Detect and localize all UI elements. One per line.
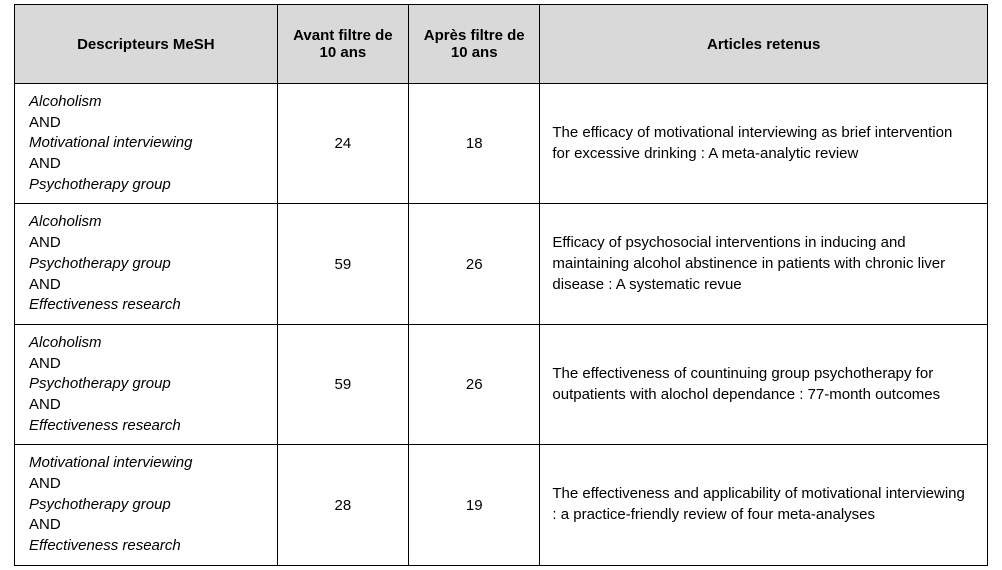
- desc-op: AND: [29, 276, 61, 293]
- header-before-filter: Avant filtre de 10 ans: [277, 5, 408, 84]
- before-cell: 59: [277, 204, 408, 324]
- desc-term: Psychotherapy group: [29, 255, 171, 272]
- article-cell: The effectiveness and applicability of m…: [540, 445, 988, 565]
- header-after-filter: Après filtre de 10 ans: [409, 5, 540, 84]
- desc-op: AND: [29, 355, 61, 372]
- before-cell: 24: [277, 84, 408, 204]
- desc-op: AND: [29, 155, 61, 172]
- desc-term: Psychotherapy group: [29, 496, 171, 513]
- after-cell: 26: [409, 324, 540, 444]
- desc-cell: Motivational interviewing AND Psychother…: [15, 445, 278, 565]
- desc-term: Effectiveness research: [29, 537, 181, 554]
- mesh-table: Descripteurs MeSH Avant filtre de 10 ans…: [14, 4, 988, 566]
- header-descriptors: Descripteurs MeSH: [15, 5, 278, 84]
- desc-cell: Alcoholism AND Psychotherapy group AND E…: [15, 204, 278, 324]
- desc-term: Effectiveness research: [29, 296, 181, 313]
- article-cell: The effectiveness of countinuing group p…: [540, 324, 988, 444]
- desc-term: Psychotherapy group: [29, 375, 171, 392]
- article-cell: The efficacy of motivational interviewin…: [540, 84, 988, 204]
- desc-term: Alcoholism: [29, 93, 102, 110]
- desc-term: Alcoholism: [29, 334, 102, 351]
- header-articles: Articles retenus: [540, 5, 988, 84]
- desc-op: AND: [29, 475, 61, 492]
- desc-term: Effectiveness research: [29, 417, 181, 434]
- desc-op: AND: [29, 516, 61, 533]
- desc-term: Psychotherapy group: [29, 176, 171, 193]
- desc-op: AND: [29, 396, 61, 413]
- desc-op: AND: [29, 114, 61, 131]
- after-cell: 18: [409, 84, 540, 204]
- table-row: Alcoholism AND Psychotherapy group AND E…: [15, 204, 988, 324]
- after-cell: 26: [409, 204, 540, 324]
- before-cell: 59: [277, 324, 408, 444]
- table-row: Alcoholism AND Motivational interviewing…: [15, 84, 988, 204]
- table-row: Motivational interviewing AND Psychother…: [15, 445, 988, 565]
- table-row: Alcoholism AND Psychotherapy group AND E…: [15, 324, 988, 444]
- article-cell: Efficacy of psychosocial interventions i…: [540, 204, 988, 324]
- desc-term: Alcoholism: [29, 213, 102, 230]
- after-cell: 19: [409, 445, 540, 565]
- before-cell: 28: [277, 445, 408, 565]
- desc-cell: Alcoholism AND Psychotherapy group AND E…: [15, 324, 278, 444]
- desc-cell: Alcoholism AND Motivational interviewing…: [15, 84, 278, 204]
- desc-op: AND: [29, 234, 61, 251]
- desc-term: Motivational interviewing: [29, 134, 192, 151]
- table-header-row: Descripteurs MeSH Avant filtre de 10 ans…: [15, 5, 988, 84]
- desc-term: Motivational interviewing: [29, 454, 192, 471]
